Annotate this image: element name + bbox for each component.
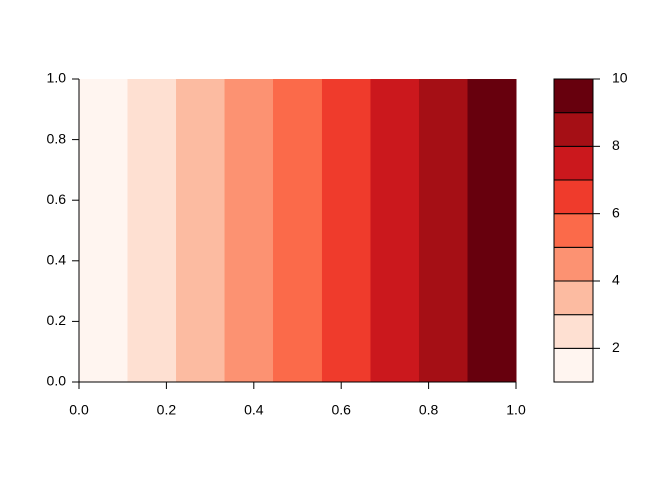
- y-tick-label: 0.6: [47, 191, 67, 207]
- contour-band: [127, 79, 177, 382]
- y-tick-label: 0.2: [47, 312, 67, 328]
- legend-tick-label: 6: [612, 204, 620, 220]
- legend-swatch: [553, 145, 594, 181]
- contour-band: [467, 79, 517, 382]
- legend-swatch: [553, 347, 594, 383]
- contour-band: [224, 79, 274, 382]
- contour-band: [79, 79, 129, 382]
- legend-swatch: [553, 179, 594, 215]
- y-tick-label: 0.0: [47, 373, 67, 389]
- legend-tick-label: 2: [612, 339, 620, 355]
- legend-swatch: [553, 280, 594, 316]
- legend-swatch: [553, 112, 594, 147]
- x-tick-label: 0.4: [244, 402, 264, 418]
- x-tick-label: 0.0: [69, 402, 89, 418]
- x-tick-label: 0.6: [331, 402, 351, 418]
- x-tick-label: 0.2: [157, 402, 177, 418]
- contour-band: [370, 79, 420, 382]
- legend-swatch: [553, 78, 594, 114]
- contour-band: [321, 79, 371, 382]
- legend-swatch: [553, 246, 594, 282]
- legend-swatch: [553, 314, 594, 349]
- legend-tick-label: 10: [612, 70, 628, 86]
- contour-band: [176, 79, 226, 382]
- contour-band: [418, 79, 468, 382]
- legend-tick-label: 8: [612, 137, 620, 153]
- y-tick-label: 1.0: [47, 70, 67, 86]
- legend-swatch: [553, 213, 594, 248]
- x-tick-label: 0.8: [419, 402, 439, 418]
- y-tick-label: 0.4: [47, 252, 67, 268]
- legend-tick-label: 4: [612, 272, 620, 288]
- contour-band: [273, 79, 323, 382]
- y-tick-label: 0.8: [47, 130, 67, 146]
- x-tick-label: 1.0: [506, 402, 526, 418]
